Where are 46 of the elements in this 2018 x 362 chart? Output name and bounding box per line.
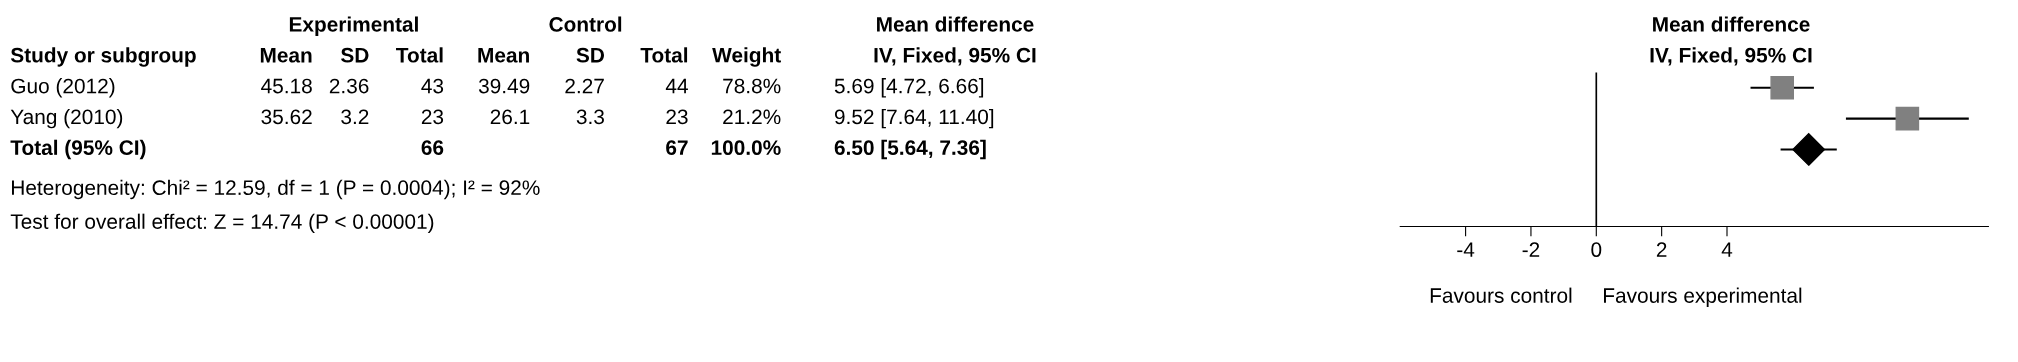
text: 43 — [421, 78, 444, 94]
category-label: Weight — [712, 47, 781, 67]
x-tick-label: 0 — [1591, 242, 1602, 258]
text: 35.62 — [261, 109, 312, 125]
text: 6.50 [5.64, 7.36] — [834, 139, 986, 160]
text: 78.8% — [723, 78, 781, 94]
text: 3.3 — [576, 109, 604, 125]
category-label: Total (95% CI) — [10, 139, 146, 160]
category-label: Guo (2012) — [11, 78, 115, 98]
category-label: IV, Fixed, 95% CI — [874, 47, 1036, 66]
text: 5.69 [4.72, 6.66] — [834, 78, 984, 98]
x-tick-label: 2 — [1656, 242, 1667, 257]
text: Mean difference — [877, 16, 1034, 32]
text: 67 — [666, 140, 688, 156]
text: 3.2 — [341, 109, 369, 125]
text: Experimental — [289, 16, 418, 36]
text: Heterogeneity: Chi² = 12.59, df = 1 (P = 0.0004); I² = 92% — [12, 179, 540, 200]
text: 23 — [421, 109, 444, 125]
category-label: Mean — [260, 48, 312, 63]
category-label: SD — [576, 47, 605, 63]
chart-subtitle: IV, Fixed, 95% CI — [1650, 47, 1812, 66]
text: 9.52 [7.64, 11.40] — [834, 108, 994, 129]
text: 45.18 — [261, 78, 312, 94]
text: 2.36 — [329, 78, 369, 94]
category-label: Total — [640, 47, 688, 63]
text: 21.2% — [723, 109, 781, 125]
x-tick-label: -4 — [1457, 242, 1475, 257]
category-label: SD — [341, 47, 369, 63]
text: 2.27 — [565, 78, 604, 94]
text: 26.1 — [490, 109, 530, 125]
text: 100.0% — [711, 140, 781, 156]
text: Favours control — [1430, 287, 1572, 303]
category-label: Mean — [478, 48, 529, 63]
text: 44 — [665, 78, 688, 94]
text: 66 — [421, 140, 444, 156]
chart-title: Mean difference — [1653, 16, 1810, 32]
x-tick-label: -2 — [1522, 242, 1540, 257]
text: Test for overall effect: Z = 14.74 (P < 0.00001) — [10, 213, 434, 234]
category-label: Yang (2010) — [10, 108, 123, 129]
category-label: Total — [396, 47, 443, 63]
text: 39.49 — [478, 78, 530, 94]
text: Control — [549, 16, 622, 32]
text: Favours experimental — [1604, 287, 1802, 308]
text: 23 — [666, 109, 688, 125]
category-label: Study or subgroup — [10, 47, 196, 67]
x-tick-label: 4 — [1721, 242, 1733, 257]
